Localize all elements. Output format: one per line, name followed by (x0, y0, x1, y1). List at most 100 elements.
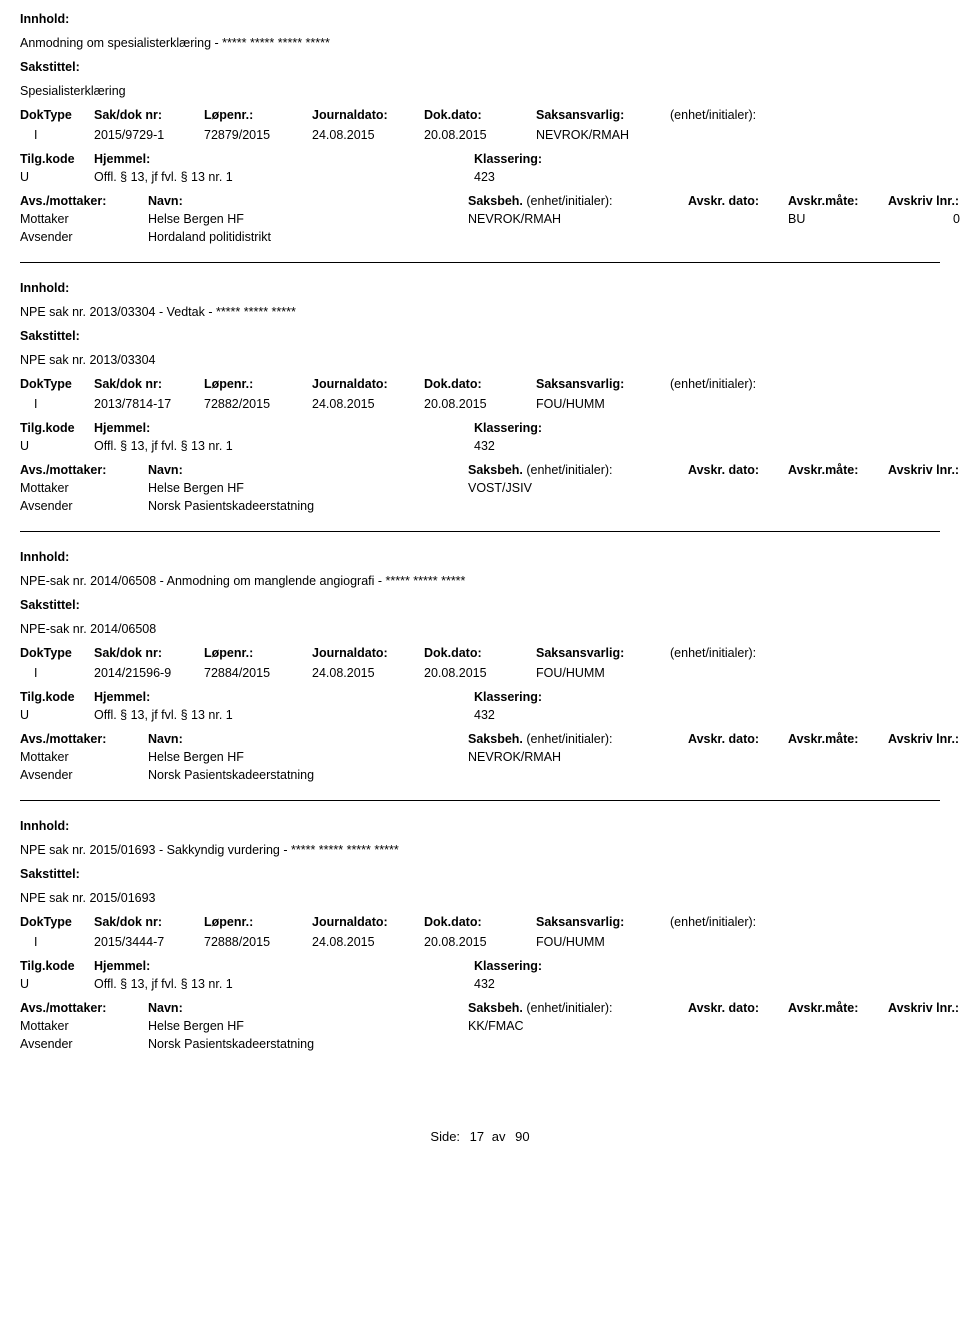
doktype-label: DokType (20, 377, 94, 391)
meta-header-row: DokType Sak/dok nr: Løpenr.: Journaldato… (20, 377, 940, 391)
avs-header-row: Avs./mottaker: Navn: Saksbeh. (enhet/ini… (20, 194, 940, 208)
side-label: Side: (430, 1129, 460, 1144)
doktype-label: DokType (20, 108, 94, 122)
tilgkode-value: U (20, 439, 94, 453)
mottaker-label: Mottaker (20, 481, 148, 495)
sakstittel-label: Sakstittel: (20, 329, 940, 343)
mottaker-row: Mottaker Helse Bergen HF KK/FMAC (20, 1019, 940, 1033)
mottaker-navn: Helse Bergen HF (148, 1019, 468, 1033)
sakdoknr-value: 2015/3444-7 (94, 935, 204, 949)
avsender-navn: Norsk Pasientskadeerstatning (148, 499, 468, 513)
mottaker-navn: Helse Bergen HF (148, 212, 468, 226)
dokdato-value: 20.08.2015 (424, 128, 536, 142)
sakstittel-value: NPE-sak nr. 2014/06508 (20, 622, 940, 636)
mottaker-row: Mottaker Helse Bergen HF VOST/JSIV (20, 481, 940, 495)
sakdoknr-label: Sak/dok nr: (94, 646, 204, 660)
saksansvarlig-label: Saksansvarlig: (536, 108, 670, 122)
sakstittel-value: Spesialisterklæring (20, 84, 940, 98)
page-footer: Side: 17 av 90 (20, 1129, 940, 1144)
tilgkode-value: U (20, 708, 94, 722)
tilgkode-value: U (20, 977, 94, 991)
avskrdato-label: Avskr. dato: (688, 732, 788, 746)
saksbeh-label-group: Saksbeh. (enhet/initialer): (468, 463, 688, 477)
avsender-navn: Norsk Pasientskadeerstatning (148, 768, 468, 782)
avskrmate-label: Avskr.måte: (788, 194, 888, 208)
avskrmate-label: Avskr.måte: (788, 1001, 888, 1015)
avskrivlnr-label: Avskriv lnr.: (888, 463, 960, 477)
avskrivlnr-value (888, 481, 960, 495)
saksbeh-label-group: Saksbeh. (enhet/initialer): (468, 194, 688, 208)
enhet-label: (enhet/initialer): (670, 108, 830, 122)
avsender-navn: Hordaland politidistrikt (148, 230, 468, 244)
innhold-value: NPE sak nr. 2013/03304 - Vedtak - ***** … (20, 305, 940, 319)
dokdato-label: Dok.dato: (424, 108, 536, 122)
mottaker-navn: Helse Bergen HF (148, 750, 468, 764)
mottaker-row: Mottaker Helse Bergen HF NEVROK/RMAH (20, 750, 940, 764)
hjemmel-value: Offl. § 13, jf fvl. § 13 nr. 1 (94, 170, 474, 184)
innhold-value: NPE-sak nr. 2014/06508 - Anmodning om ma… (20, 574, 940, 588)
sakstittel-label: Sakstittel: (20, 598, 940, 612)
sakstittel-value: NPE sak nr. 2013/03304 (20, 353, 940, 367)
journal-entry: Innhold: Anmodning om spesialisterklærin… (20, 12, 940, 263)
lopenr-label: Løpenr.: (204, 377, 312, 391)
hjemmel-value-row: U Offl. § 13, jf fvl. § 13 nr. 1 432 (20, 439, 940, 453)
innhold-value: NPE sak nr. 2015/01693 - Sakkyndig vurde… (20, 843, 940, 857)
avsender-row: Avsender Norsk Pasientskadeerstatning (20, 499, 940, 513)
journal-entry: Innhold: NPE-sak nr. 2014/06508 - Anmodn… (20, 550, 940, 801)
klassering-value: 432 (474, 439, 794, 453)
sakstittel-label: Sakstittel: (20, 60, 940, 74)
navn-label: Navn: (148, 463, 468, 477)
avskrdato-label: Avskr. dato: (688, 463, 788, 477)
journaldato-value: 24.08.2015 (312, 666, 424, 680)
meta-header-row: DokType Sak/dok nr: Løpenr.: Journaldato… (20, 646, 940, 660)
sakdoknr-label: Sak/dok nr: (94, 108, 204, 122)
avsender-row: Avsender Norsk Pasientskadeerstatning (20, 1037, 940, 1051)
journaldato-label: Journaldato: (312, 915, 424, 929)
meta-header-row: DokType Sak/dok nr: Løpenr.: Journaldato… (20, 108, 940, 122)
avsender-label: Avsender (20, 768, 148, 782)
meta-value-row: I 2015/3444-7 72888/2015 24.08.2015 20.0… (20, 935, 940, 949)
saksbeh-value: NEVROK/RMAH (468, 750, 688, 764)
enhet-label: (enhet/initialer): (670, 915, 830, 929)
mottaker-row: Mottaker Helse Bergen HF NEVROK/RMAH BU … (20, 212, 940, 226)
hjemmel-label: Hjemmel: (94, 421, 474, 435)
avskrivlnr-value: 0 (888, 212, 960, 226)
innhold-label: Innhold: (20, 281, 940, 295)
innhold-value: Anmodning om spesialisterklæring - *****… (20, 36, 940, 50)
total-pages: 90 (515, 1129, 529, 1144)
sakstittel-label: Sakstittel: (20, 867, 940, 881)
saksbeh-value: NEVROK/RMAH (468, 212, 688, 226)
hjemmel-label: Hjemmel: (94, 690, 474, 704)
avsmottaker-label: Avs./mottaker: (20, 732, 148, 746)
meta-header-row: DokType Sak/dok nr: Løpenr.: Journaldato… (20, 915, 940, 929)
tilgkode-label: Tilg.kode (20, 959, 94, 973)
hjemmel-header-row: Tilg.kode Hjemmel: Klassering: (20, 421, 940, 435)
tilgkode-label: Tilg.kode (20, 690, 94, 704)
journaldato-value: 24.08.2015 (312, 128, 424, 142)
lopenr-label: Løpenr.: (204, 108, 312, 122)
innhold-label: Innhold: (20, 550, 940, 564)
hjemmel-header-row: Tilg.kode Hjemmel: Klassering: (20, 690, 940, 704)
tilgkode-label: Tilg.kode (20, 152, 94, 166)
journal-entry: Innhold: NPE sak nr. 2015/01693 - Sakkyn… (20, 819, 940, 1069)
hjemmel-header-row: Tilg.kode Hjemmel: Klassering: (20, 959, 940, 973)
meta-value-row: I 2013/7814-17 72882/2015 24.08.2015 20.… (20, 397, 940, 411)
klassering-value: 423 (474, 170, 794, 184)
dokdato-value: 20.08.2015 (424, 935, 536, 949)
saksansvarlig-value: FOU/HUMM (536, 666, 670, 680)
hjemmel-header-row: Tilg.kode Hjemmel: Klassering: (20, 152, 940, 166)
journal-entry: Innhold: NPE sak nr. 2013/03304 - Vedtak… (20, 281, 940, 532)
avskrivlnr-value (888, 1019, 960, 1033)
saksbeh-label-group: Saksbeh. (enhet/initialer): (468, 1001, 688, 1015)
avsmottaker-label: Avs./mottaker: (20, 194, 148, 208)
doktype-value: I (20, 397, 94, 411)
hjemmel-value: Offl. § 13, jf fvl. § 13 nr. 1 (94, 977, 474, 991)
avskrmate-value: BU (788, 212, 888, 226)
meta-value-row: I 2015/9729-1 72879/2015 24.08.2015 20.0… (20, 128, 940, 142)
lopenr-value: 72882/2015 (204, 397, 312, 411)
saksbeh-label-group: Saksbeh. (enhet/initialer): (468, 732, 688, 746)
avskrivlnr-label: Avskriv lnr.: (888, 732, 960, 746)
innhold-label: Innhold: (20, 819, 940, 833)
hjemmel-label: Hjemmel: (94, 959, 474, 973)
avskrivlnr-value (888, 750, 960, 764)
